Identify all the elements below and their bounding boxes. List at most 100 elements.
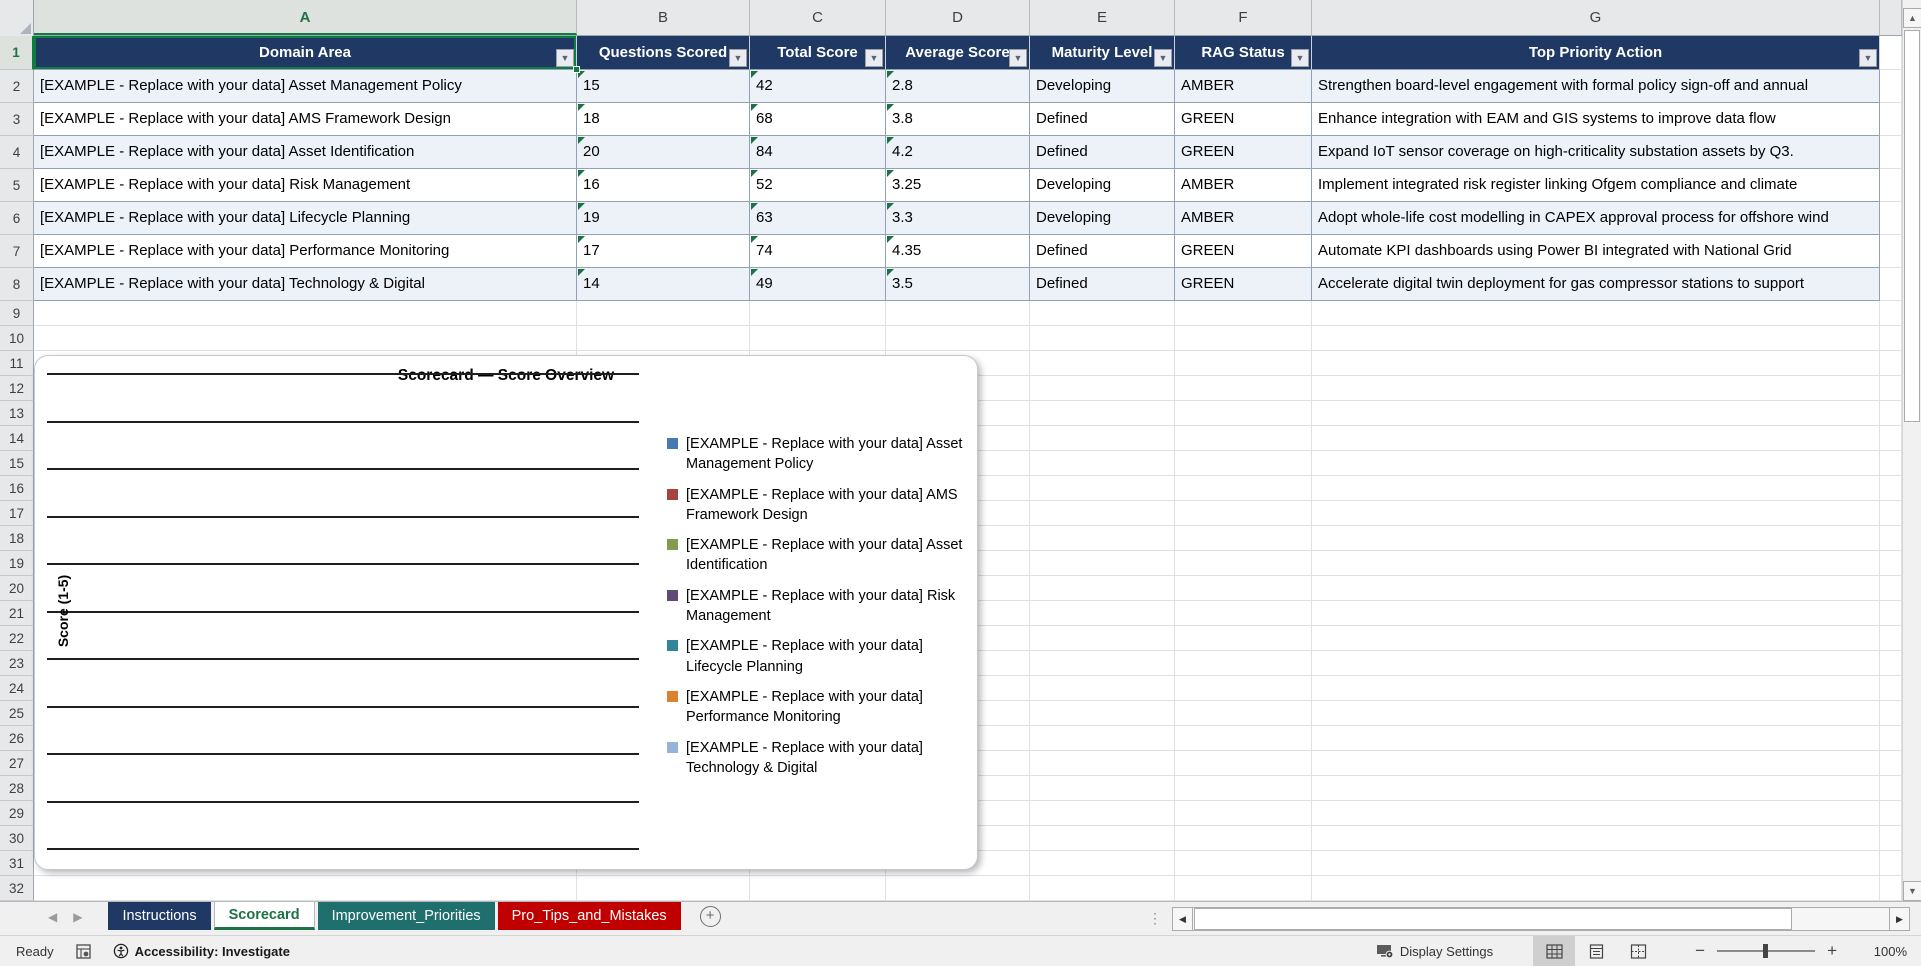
macro-record-icon[interactable] (75, 943, 91, 959)
grid-cell[interactable] (1312, 776, 1880, 801)
cell-C3[interactable]: 68 (750, 103, 886, 136)
row-header-3[interactable]: 3 (0, 103, 34, 136)
grid-cell[interactable] (1880, 326, 1902, 351)
grid-cell[interactable] (1175, 351, 1312, 376)
sheet-tab-instructions[interactable]: Instructions (108, 902, 211, 930)
cell-A6[interactable]: [EXAMPLE - Replace with your data] Lifec… (34, 202, 577, 235)
grid-cell[interactable] (577, 301, 750, 326)
grid-cell[interactable] (750, 301, 886, 326)
grid-cell[interactable] (1312, 676, 1880, 701)
legend-entry[interactable]: [EXAMPLE - Replace with your data] Asset… (667, 535, 979, 576)
grid-cell[interactable] (1312, 826, 1880, 851)
cell-F6[interactable]: AMBER (1175, 202, 1312, 235)
row-header-12[interactable]: 12 (0, 376, 34, 401)
grid-cell[interactable] (1880, 776, 1902, 801)
table-header-questions-scored[interactable]: Questions Scored ▼ (577, 36, 750, 70)
grid-cell[interactable] (1175, 826, 1312, 851)
scroll-up-icon[interactable]: ▲ (1903, 8, 1921, 28)
grid-cell[interactable] (1880, 169, 1902, 202)
cell-D4[interactable]: 4.2 (886, 136, 1030, 169)
zoom-out-button[interactable]: − (1695, 941, 1706, 960)
grid-cell[interactable] (1175, 776, 1312, 801)
legend-entry[interactable]: [EXAMPLE - Replace with your data] Lifec… (667, 636, 979, 677)
grid-cell[interactable] (1312, 876, 1880, 901)
grid-cell[interactable] (1880, 351, 1902, 376)
row-header-28[interactable]: 28 (0, 776, 34, 801)
row-header-20[interactable]: 20 (0, 576, 34, 601)
row-header-19[interactable]: 19 (0, 551, 34, 576)
vertical-scrollbar[interactable]: ▲ ▼ (1902, 0, 1921, 901)
grid-cell[interactable] (1175, 526, 1312, 551)
grid-cell[interactable] (1030, 451, 1175, 476)
grid-cell[interactable] (1175, 376, 1312, 401)
cell-E2[interactable]: Developing (1030, 70, 1175, 103)
scroll-left-icon[interactable]: ◀ (1173, 908, 1193, 930)
row-header-1[interactable]: 1 (0, 36, 34, 70)
grid-cell[interactable] (1030, 776, 1175, 801)
cell-F5[interactable]: AMBER (1175, 169, 1312, 202)
column-header-F[interactable]: F (1175, 0, 1312, 35)
sheet-tab-improvement_priorities[interactable]: Improvement_Priorities (317, 902, 495, 930)
grid-cell[interactable] (1880, 876, 1902, 901)
row-header-22[interactable]: 22 (0, 626, 34, 651)
row-header-27[interactable]: 27 (0, 751, 34, 776)
row-header-14[interactable]: 14 (0, 426, 34, 451)
cell-G2[interactable]: Strengthen board-level engagement with f… (1312, 70, 1880, 103)
cell-D6[interactable]: 3.3 (886, 202, 1030, 235)
grid-cell[interactable] (1175, 726, 1312, 751)
grid-cell[interactable] (750, 326, 886, 351)
cell-B6[interactable]: 19 (577, 202, 750, 235)
cell-C5[interactable]: 52 (750, 169, 886, 202)
grid-cell[interactable] (1175, 551, 1312, 576)
cell-F4[interactable]: GREEN (1175, 136, 1312, 169)
grid-cell[interactable] (1312, 701, 1880, 726)
table-header-domain-area[interactable]: Domain Area ▼ (34, 36, 580, 73)
tab-nav-arrows[interactable]: ◀▶ (48, 910, 99, 924)
grid-cell[interactable] (1312, 401, 1880, 426)
grid-cell[interactable] (34, 301, 577, 326)
grid-cell[interactable] (1880, 301, 1902, 326)
row-header-16[interactable]: 16 (0, 476, 34, 501)
filter-dropdown-icon[interactable]: ▼ (1009, 49, 1027, 67)
cell-F7[interactable]: GREEN (1175, 235, 1312, 268)
grid-cell[interactable] (1175, 576, 1312, 601)
table-header-average-score[interactable]: Average Score ▼ (886, 36, 1030, 70)
tab-splitter-handle[interactable]: ⋮ (1148, 910, 1162, 926)
zoom-slider-thumb[interactable] (1763, 944, 1769, 958)
column-header-G[interactable]: G (1312, 0, 1880, 35)
legend-entry[interactable]: [EXAMPLE - Replace with your data] AMS F… (667, 485, 979, 526)
grid-cell[interactable] (1175, 876, 1312, 901)
grid-cell[interactable] (1880, 70, 1902, 103)
grid-cell[interactable] (1175, 501, 1312, 526)
row-header-29[interactable]: 29 (0, 801, 34, 826)
score-overview-chart[interactable]: Scorecard — Score Overview Score (1-5) [… (34, 355, 978, 870)
grid-cell[interactable] (1030, 651, 1175, 676)
grid-cell[interactable] (1880, 268, 1902, 301)
grid-cell[interactable] (1880, 626, 1902, 651)
grid-cell[interactable] (34, 326, 577, 351)
grid-cell[interactable] (1312, 651, 1880, 676)
grid-cell[interactable] (1030, 576, 1175, 601)
selection-fill-handle[interactable] (573, 66, 580, 73)
grid-cell[interactable] (1880, 851, 1902, 876)
row-header-10[interactable]: 10 (0, 326, 34, 351)
grid-cell[interactable] (1030, 476, 1175, 501)
cell-G6[interactable]: Adopt whole-life cost modelling in CAPEX… (1312, 202, 1880, 235)
grid-cell[interactable] (1030, 401, 1175, 426)
grid-cell[interactable] (750, 876, 886, 901)
grid-cell[interactable] (1030, 626, 1175, 651)
row-header-9[interactable]: 9 (0, 301, 34, 326)
grid-cell[interactable] (1030, 851, 1175, 876)
grid-cell[interactable] (1880, 401, 1902, 426)
grid-cell[interactable] (1880, 36, 1902, 70)
row-header-18[interactable]: 18 (0, 526, 34, 551)
row-header-11[interactable]: 11 (0, 351, 34, 376)
grid-cell[interactable] (1880, 726, 1902, 751)
grid-cell[interactable] (1030, 501, 1175, 526)
cell-A3[interactable]: [EXAMPLE - Replace with your data] AMS F… (34, 103, 577, 136)
grid-cell[interactable] (1880, 601, 1902, 626)
grid-cell[interactable] (1312, 326, 1880, 351)
cell-A7[interactable]: [EXAMPLE - Replace with your data] Perfo… (34, 235, 577, 268)
row-header-8[interactable]: 8 (0, 268, 34, 301)
legend-entry[interactable]: [EXAMPLE - Replace with your data] Techn… (667, 738, 979, 779)
